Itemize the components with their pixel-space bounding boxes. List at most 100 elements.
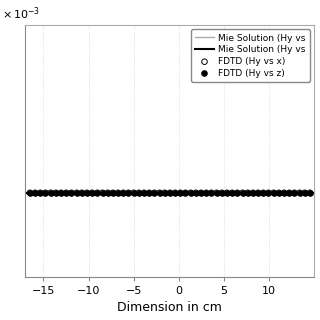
FDTD (Hy vs x) xyxy=(219,190,224,195)
FDTD (Hy vs z) xyxy=(302,190,307,195)
FDTD (Hy vs z) xyxy=(48,190,53,195)
FDTD (Hy vs x) xyxy=(193,190,198,195)
FDTD (Hy vs x) xyxy=(229,190,235,195)
FDTD (Hy vs z) xyxy=(287,190,292,195)
FDTD (Hy vs x) xyxy=(152,190,157,195)
FDTD (Hy vs z) xyxy=(131,190,136,195)
FDTD (Hy vs x) xyxy=(69,190,74,195)
FDTD (Hy vs z) xyxy=(74,190,79,195)
FDTD (Hy vs x) xyxy=(27,190,32,195)
FDTD (Hy vs z) xyxy=(162,190,167,195)
FDTD (Hy vs x) xyxy=(240,190,245,195)
FDTD (Hy vs z) xyxy=(209,190,214,195)
FDTD (Hy vs z) xyxy=(172,190,178,195)
FDTD (Hy vs z) xyxy=(53,190,58,195)
FDTD (Hy vs z) xyxy=(33,190,38,195)
FDTD (Hy vs z) xyxy=(121,190,126,195)
FDTD (Hy vs z) xyxy=(27,190,32,195)
FDTD (Hy vs z) xyxy=(297,190,302,195)
FDTD (Hy vs z) xyxy=(105,190,110,195)
FDTD (Hy vs z) xyxy=(292,190,297,195)
Text: $\times\,10^{-3}$: $\times\,10^{-3}$ xyxy=(2,5,40,22)
FDTD (Hy vs x) xyxy=(162,190,167,195)
FDTD (Hy vs x) xyxy=(95,190,100,195)
FDTD (Hy vs z) xyxy=(188,190,193,195)
FDTD (Hy vs x) xyxy=(90,190,95,195)
FDTD (Hy vs x) xyxy=(292,190,297,195)
FDTD (Hy vs x) xyxy=(157,190,162,195)
FDTD (Hy vs z) xyxy=(141,190,147,195)
FDTD (Hy vs z) xyxy=(219,190,224,195)
FDTD (Hy vs z) xyxy=(183,190,188,195)
FDTD (Hy vs x) xyxy=(33,190,38,195)
FDTD (Hy vs x) xyxy=(116,190,121,195)
Legend: Mie Solution (Hy vs, Mie Solution (Hy vs, FDTD (Hy vs x), FDTD (Hy vs z): Mie Solution (Hy vs, Mie Solution (Hy vs… xyxy=(191,29,310,82)
FDTD (Hy vs x) xyxy=(126,190,131,195)
FDTD (Hy vs x) xyxy=(105,190,110,195)
FDTD (Hy vs x) xyxy=(287,190,292,195)
FDTD (Hy vs x) xyxy=(131,190,136,195)
FDTD (Hy vs x) xyxy=(224,190,229,195)
FDTD (Hy vs x) xyxy=(271,190,276,195)
FDTD (Hy vs z) xyxy=(271,190,276,195)
FDTD (Hy vs z) xyxy=(178,190,183,195)
FDTD (Hy vs x) xyxy=(282,190,287,195)
FDTD (Hy vs x) xyxy=(178,190,183,195)
FDTD (Hy vs z) xyxy=(245,190,250,195)
FDTD (Hy vs z) xyxy=(100,190,105,195)
FDTD (Hy vs z) xyxy=(198,190,204,195)
FDTD (Hy vs z) xyxy=(126,190,131,195)
FDTD (Hy vs z) xyxy=(90,190,95,195)
FDTD (Hy vs z) xyxy=(84,190,90,195)
FDTD (Hy vs z) xyxy=(250,190,255,195)
FDTD (Hy vs z) xyxy=(214,190,219,195)
FDTD (Hy vs z) xyxy=(240,190,245,195)
FDTD (Hy vs x) xyxy=(297,190,302,195)
FDTD (Hy vs x) xyxy=(147,190,152,195)
FDTD (Hy vs x) xyxy=(198,190,204,195)
FDTD (Hy vs x) xyxy=(172,190,178,195)
FDTD (Hy vs x) xyxy=(53,190,58,195)
FDTD (Hy vs x) xyxy=(38,190,43,195)
FDTD (Hy vs x) xyxy=(235,190,240,195)
FDTD (Hy vs x) xyxy=(84,190,90,195)
FDTD (Hy vs x) xyxy=(74,190,79,195)
FDTD (Hy vs z) xyxy=(266,190,271,195)
FDTD (Hy vs x) xyxy=(209,190,214,195)
FDTD (Hy vs z) xyxy=(224,190,229,195)
FDTD (Hy vs z) xyxy=(136,190,141,195)
FDTD (Hy vs z) xyxy=(43,190,48,195)
FDTD (Hy vs x) xyxy=(59,190,64,195)
FDTD (Hy vs z) xyxy=(64,190,69,195)
FDTD (Hy vs x) xyxy=(141,190,147,195)
FDTD (Hy vs z) xyxy=(282,190,287,195)
X-axis label: Dimension in cm: Dimension in cm xyxy=(117,301,222,315)
FDTD (Hy vs z) xyxy=(110,190,116,195)
FDTD (Hy vs z) xyxy=(308,190,313,195)
FDTD (Hy vs z) xyxy=(235,190,240,195)
FDTD (Hy vs x) xyxy=(136,190,141,195)
FDTD (Hy vs x) xyxy=(276,190,281,195)
FDTD (Hy vs x) xyxy=(188,190,193,195)
FDTD (Hy vs x) xyxy=(214,190,219,195)
FDTD (Hy vs x) xyxy=(167,190,172,195)
FDTD (Hy vs x) xyxy=(308,190,313,195)
FDTD (Hy vs x) xyxy=(245,190,250,195)
FDTD (Hy vs x) xyxy=(48,190,53,195)
FDTD (Hy vs z) xyxy=(116,190,121,195)
FDTD (Hy vs x) xyxy=(100,190,105,195)
FDTD (Hy vs z) xyxy=(157,190,162,195)
FDTD (Hy vs z) xyxy=(69,190,74,195)
FDTD (Hy vs z) xyxy=(255,190,260,195)
FDTD (Hy vs x) xyxy=(266,190,271,195)
FDTD (Hy vs z) xyxy=(95,190,100,195)
FDTD (Hy vs z) xyxy=(79,190,84,195)
FDTD (Hy vs x) xyxy=(64,190,69,195)
FDTD (Hy vs z) xyxy=(147,190,152,195)
FDTD (Hy vs z) xyxy=(59,190,64,195)
FDTD (Hy vs x) xyxy=(183,190,188,195)
FDTD (Hy vs z) xyxy=(229,190,235,195)
FDTD (Hy vs z) xyxy=(204,190,209,195)
FDTD (Hy vs x) xyxy=(43,190,48,195)
FDTD (Hy vs x) xyxy=(255,190,260,195)
